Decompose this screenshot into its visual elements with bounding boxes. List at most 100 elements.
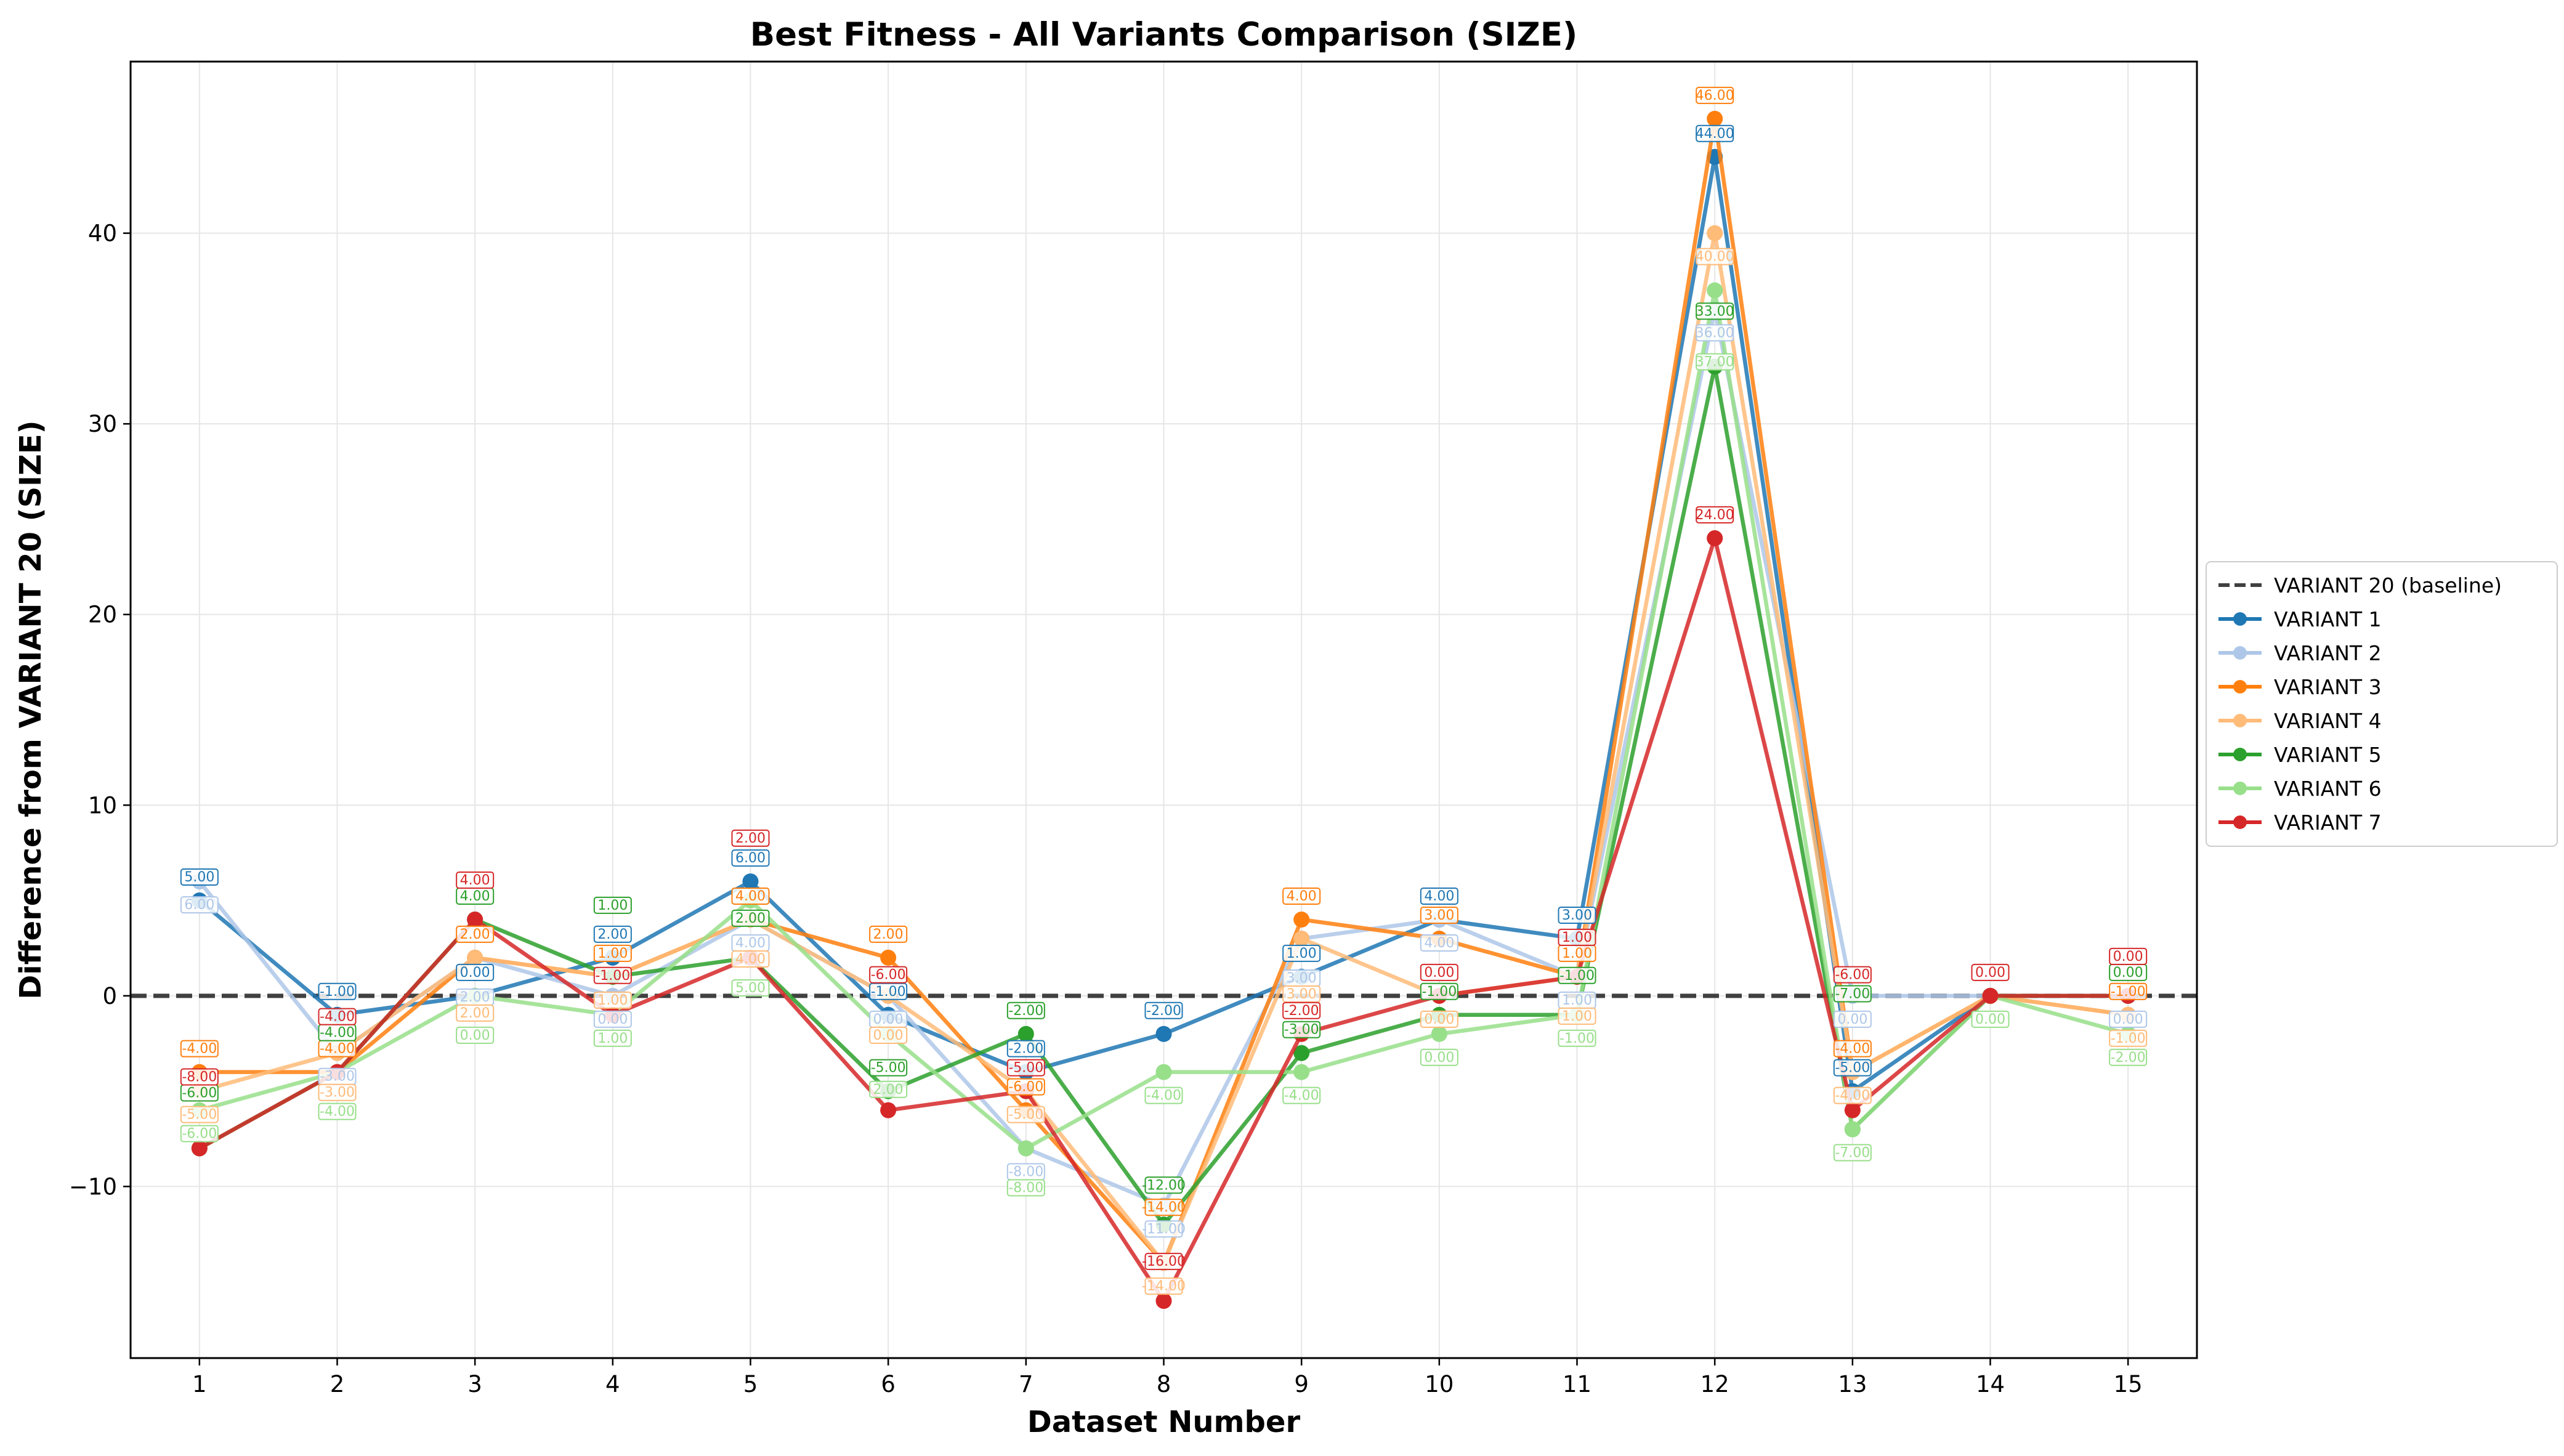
x-tick-label: 15 [2114,1371,2143,1397]
y-tick-label: 10 [88,792,117,819]
data-label: 4.00 [456,872,495,889]
legend-swatch-marker [2233,714,2247,727]
data-label: 4.00 [456,888,495,905]
x-tick-label: 13 [1838,1371,1867,1397]
data-label-text: 0.00 [1975,1012,2005,1027]
legend-entry: VARIANT 7 [2218,811,2382,835]
x-tick-label: 3 [467,1371,482,1397]
data-label: 0.00 [2109,947,2148,965]
data-label-text: 0.00 [1837,1012,1867,1027]
data-label-box [869,925,908,943]
data-label: -1.00 [318,982,357,1000]
data-label-box [1144,1001,1183,1019]
data-label-box [1282,1086,1321,1104]
data-label: -4.00 [1282,1086,1321,1104]
data-label-text: -6.00 [182,1085,217,1101]
data-point [467,912,483,928]
data-point [1431,1025,1447,1042]
data-label-text: -1.00 [871,984,906,1000]
legend-label: VARIANT 3 [2274,675,2382,699]
data-label-box [731,888,770,905]
data-label: -6.00 [180,1125,219,1143]
legend-label: VARIANT 7 [2274,811,2382,835]
data-label-box [1282,1001,1321,1019]
data-label: 0.00 [2109,963,2148,981]
legend-entry: VARIANT 3 [2218,675,2382,699]
data-label: -6.00 [180,1084,219,1102]
data-label: 4.00 [1420,888,1458,905]
x-tick-label: 5 [743,1371,758,1397]
data-label-text: 0.00 [597,1012,628,1027]
data-label-box [1006,1001,1045,1019]
data-label-box [1006,1059,1045,1077]
data-label-text: -2.00 [1146,1003,1181,1019]
data-label-box [1144,1199,1183,1216]
data-label-text: -3.00 [1284,1022,1319,1038]
data-label: -5.00 [1006,1106,1045,1123]
data-point [1293,912,1310,928]
y-tick-label: 0 [102,983,117,1009]
data-label-text: -1.00 [1559,968,1595,984]
data-point [1155,1025,1172,1042]
data-label-text: 37.00 [1696,354,1734,370]
data-label-text: -4.00 [320,1009,355,1025]
data-label: 0.00 [593,1010,632,1028]
data-label-text: -2.00 [1008,1003,1043,1019]
data-label-box [2109,947,2148,965]
data-label: 1.00 [593,896,632,914]
y-tick-label: 20 [88,602,117,628]
data-label-box [1971,963,2010,981]
data-label-box [1420,1048,1458,1066]
data-label-text: 1.00 [597,1031,628,1046]
data-label-box [2109,982,2148,1000]
legend-entry: VARIANT 5 [2218,743,2382,767]
data-label: -8.00 [1006,1179,1045,1197]
data-label-text: -4.00 [182,1041,217,1057]
data-label-box [1006,1106,1045,1123]
data-label: 2.00 [731,909,770,927]
data-point [1707,225,1723,241]
data-label: -4.00 [318,1024,357,1041]
x-tick-label: 6 [881,1371,896,1397]
data-label-text: -1.00 [2111,984,2146,1000]
legend-entry: VARIANT 2 [2218,641,2382,665]
data-label-box [1420,963,1458,981]
data-label: 0.00 [456,1026,495,1044]
data-label: 2.00 [731,829,770,847]
data-label-text: 1.00 [1562,930,1592,945]
data-label-text: 1.00 [597,898,628,913]
data-label: 0.00 [1971,963,2010,981]
data-label: 0.00 [456,963,495,981]
data-label: -6.00 [869,966,908,984]
data-point [1844,1102,1861,1118]
data-label: 6.00 [180,896,219,914]
data-label: 2.00 [456,988,495,1006]
data-label-box [731,979,770,997]
data-label-text: 4.00 [1287,889,1317,904]
data-label-text: -2.00 [1008,1041,1043,1057]
data-label: -1.00 [869,982,908,1000]
data-label: 2.00 [456,1004,495,1022]
data-label-box [318,1102,357,1120]
data-label-text: -8.00 [1008,1180,1043,1195]
data-label-text: -6.00 [1835,968,1870,983]
data-label-box [1006,1040,1045,1058]
data-label-text: 0.00 [2113,1012,2143,1027]
data-label-text: 6.00 [735,851,766,866]
legend-swatch-marker [2233,680,2247,694]
data-label: -1.00 [1558,966,1596,984]
data-label: 40.00 [1696,248,1734,265]
data-label-text: -16.00 [1142,1254,1186,1269]
legend-entry: VARIANT 6 [2218,777,2382,801]
data-label: -2.00 [1006,1040,1045,1058]
data-point [1017,1140,1034,1157]
data-label: -5.00 [1833,1059,1872,1077]
data-point [1155,1293,1172,1309]
data-label: -8.00 [1006,1163,1045,1181]
legend-swatch-marker [2233,815,2247,829]
data-label-box [869,966,908,984]
data-label-box [1282,944,1321,962]
data-label-text: 5.00 [735,981,766,996]
